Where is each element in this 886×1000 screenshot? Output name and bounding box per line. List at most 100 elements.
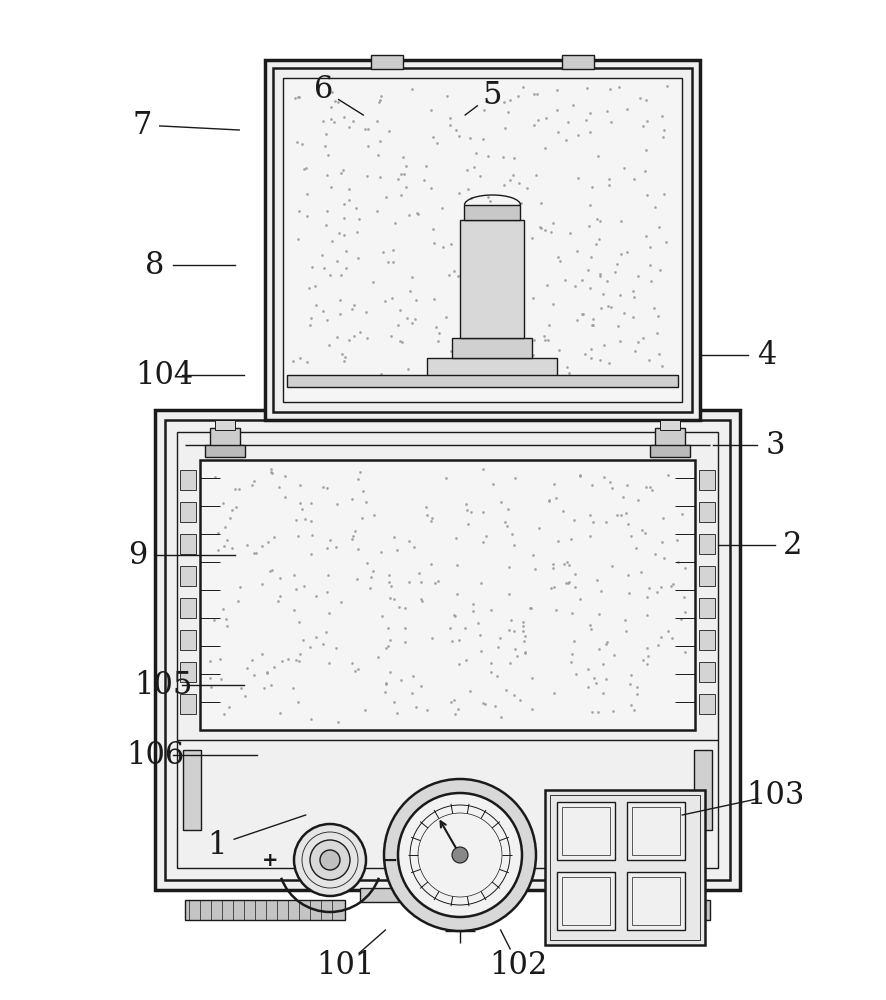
Point bbox=[383, 632, 397, 648]
Point bbox=[534, 220, 548, 236]
Point bbox=[583, 280, 597, 296]
Point bbox=[289, 512, 303, 528]
Point bbox=[658, 234, 672, 250]
Point bbox=[322, 337, 336, 353]
Point bbox=[430, 135, 444, 151]
Point bbox=[559, 132, 573, 148]
Point bbox=[351, 250, 365, 266]
Bar bbox=[660, 420, 680, 430]
Point bbox=[491, 639, 505, 655]
Point bbox=[405, 315, 419, 331]
Point bbox=[436, 239, 450, 255]
Point bbox=[315, 113, 330, 129]
Point bbox=[240, 537, 254, 553]
Point bbox=[507, 687, 521, 703]
Point bbox=[442, 267, 456, 283]
Point bbox=[291, 203, 306, 219]
Point bbox=[363, 580, 377, 596]
Point bbox=[596, 685, 610, 701]
Text: 4: 4 bbox=[757, 340, 776, 370]
Point bbox=[517, 79, 531, 95]
Point bbox=[278, 468, 292, 484]
Bar bbox=[557, 802, 615, 860]
Point bbox=[563, 654, 578, 670]
Point bbox=[562, 557, 576, 573]
Point bbox=[591, 148, 605, 164]
Point bbox=[450, 586, 464, 602]
Text: 105: 105 bbox=[135, 670, 193, 700]
Point bbox=[576, 306, 590, 322]
Point bbox=[639, 228, 653, 244]
Point bbox=[405, 269, 419, 285]
Point bbox=[203, 653, 217, 669]
Point bbox=[463, 683, 478, 699]
Point bbox=[291, 231, 306, 247]
Point bbox=[636, 118, 650, 134]
Point bbox=[299, 208, 314, 224]
Point bbox=[551, 124, 565, 140]
Point bbox=[315, 247, 329, 263]
Point bbox=[571, 127, 585, 143]
Point bbox=[603, 474, 618, 490]
Point bbox=[670, 532, 684, 548]
Point bbox=[275, 653, 289, 669]
Bar bbox=[428, 358, 557, 378]
Point bbox=[233, 579, 247, 595]
Point bbox=[603, 81, 618, 97]
Point bbox=[440, 88, 455, 104]
Point bbox=[445, 633, 459, 649]
Bar bbox=[180, 662, 196, 682]
Point bbox=[405, 685, 419, 701]
Point bbox=[471, 615, 486, 631]
Point bbox=[443, 620, 457, 636]
Point bbox=[381, 620, 395, 636]
Point bbox=[325, 84, 339, 100]
Point bbox=[586, 311, 600, 327]
Point bbox=[338, 260, 353, 276]
Point bbox=[305, 527, 319, 543]
Point bbox=[315, 479, 330, 495]
Point bbox=[508, 198, 522, 214]
Text: 7: 7 bbox=[132, 109, 152, 140]
Point bbox=[447, 692, 462, 708]
Point bbox=[450, 365, 464, 381]
Bar bbox=[185, 900, 345, 920]
Point bbox=[556, 556, 571, 572]
Point bbox=[320, 584, 334, 600]
Point bbox=[330, 253, 344, 269]
Point bbox=[267, 529, 281, 545]
Point bbox=[639, 525, 653, 541]
Point bbox=[567, 512, 581, 528]
Text: −: − bbox=[382, 850, 398, 869]
Bar bbox=[371, 55, 403, 69]
Point bbox=[645, 482, 659, 498]
Point bbox=[583, 124, 597, 140]
Point bbox=[240, 660, 254, 676]
Text: 6: 6 bbox=[314, 75, 333, 105]
Point bbox=[333, 306, 347, 322]
Point bbox=[249, 545, 263, 561]
Point bbox=[610, 256, 624, 272]
Point bbox=[380, 254, 394, 270]
Point bbox=[281, 651, 295, 667]
Point bbox=[320, 203, 334, 219]
Point bbox=[330, 94, 345, 110]
Point bbox=[566, 97, 580, 113]
Point bbox=[375, 608, 389, 624]
Point bbox=[509, 201, 524, 217]
Point bbox=[424, 180, 439, 196]
Point bbox=[596, 286, 610, 302]
Point bbox=[575, 306, 589, 322]
Point bbox=[215, 495, 229, 511]
Point bbox=[519, 180, 533, 196]
Point bbox=[524, 600, 538, 616]
Point bbox=[620, 516, 634, 532]
Point bbox=[657, 550, 671, 566]
Point bbox=[580, 661, 595, 677]
Point bbox=[486, 476, 500, 492]
Point bbox=[678, 560, 692, 576]
Bar bbox=[550, 900, 710, 920]
Point bbox=[600, 634, 614, 650]
Point bbox=[299, 160, 313, 176]
Point bbox=[592, 231, 606, 247]
